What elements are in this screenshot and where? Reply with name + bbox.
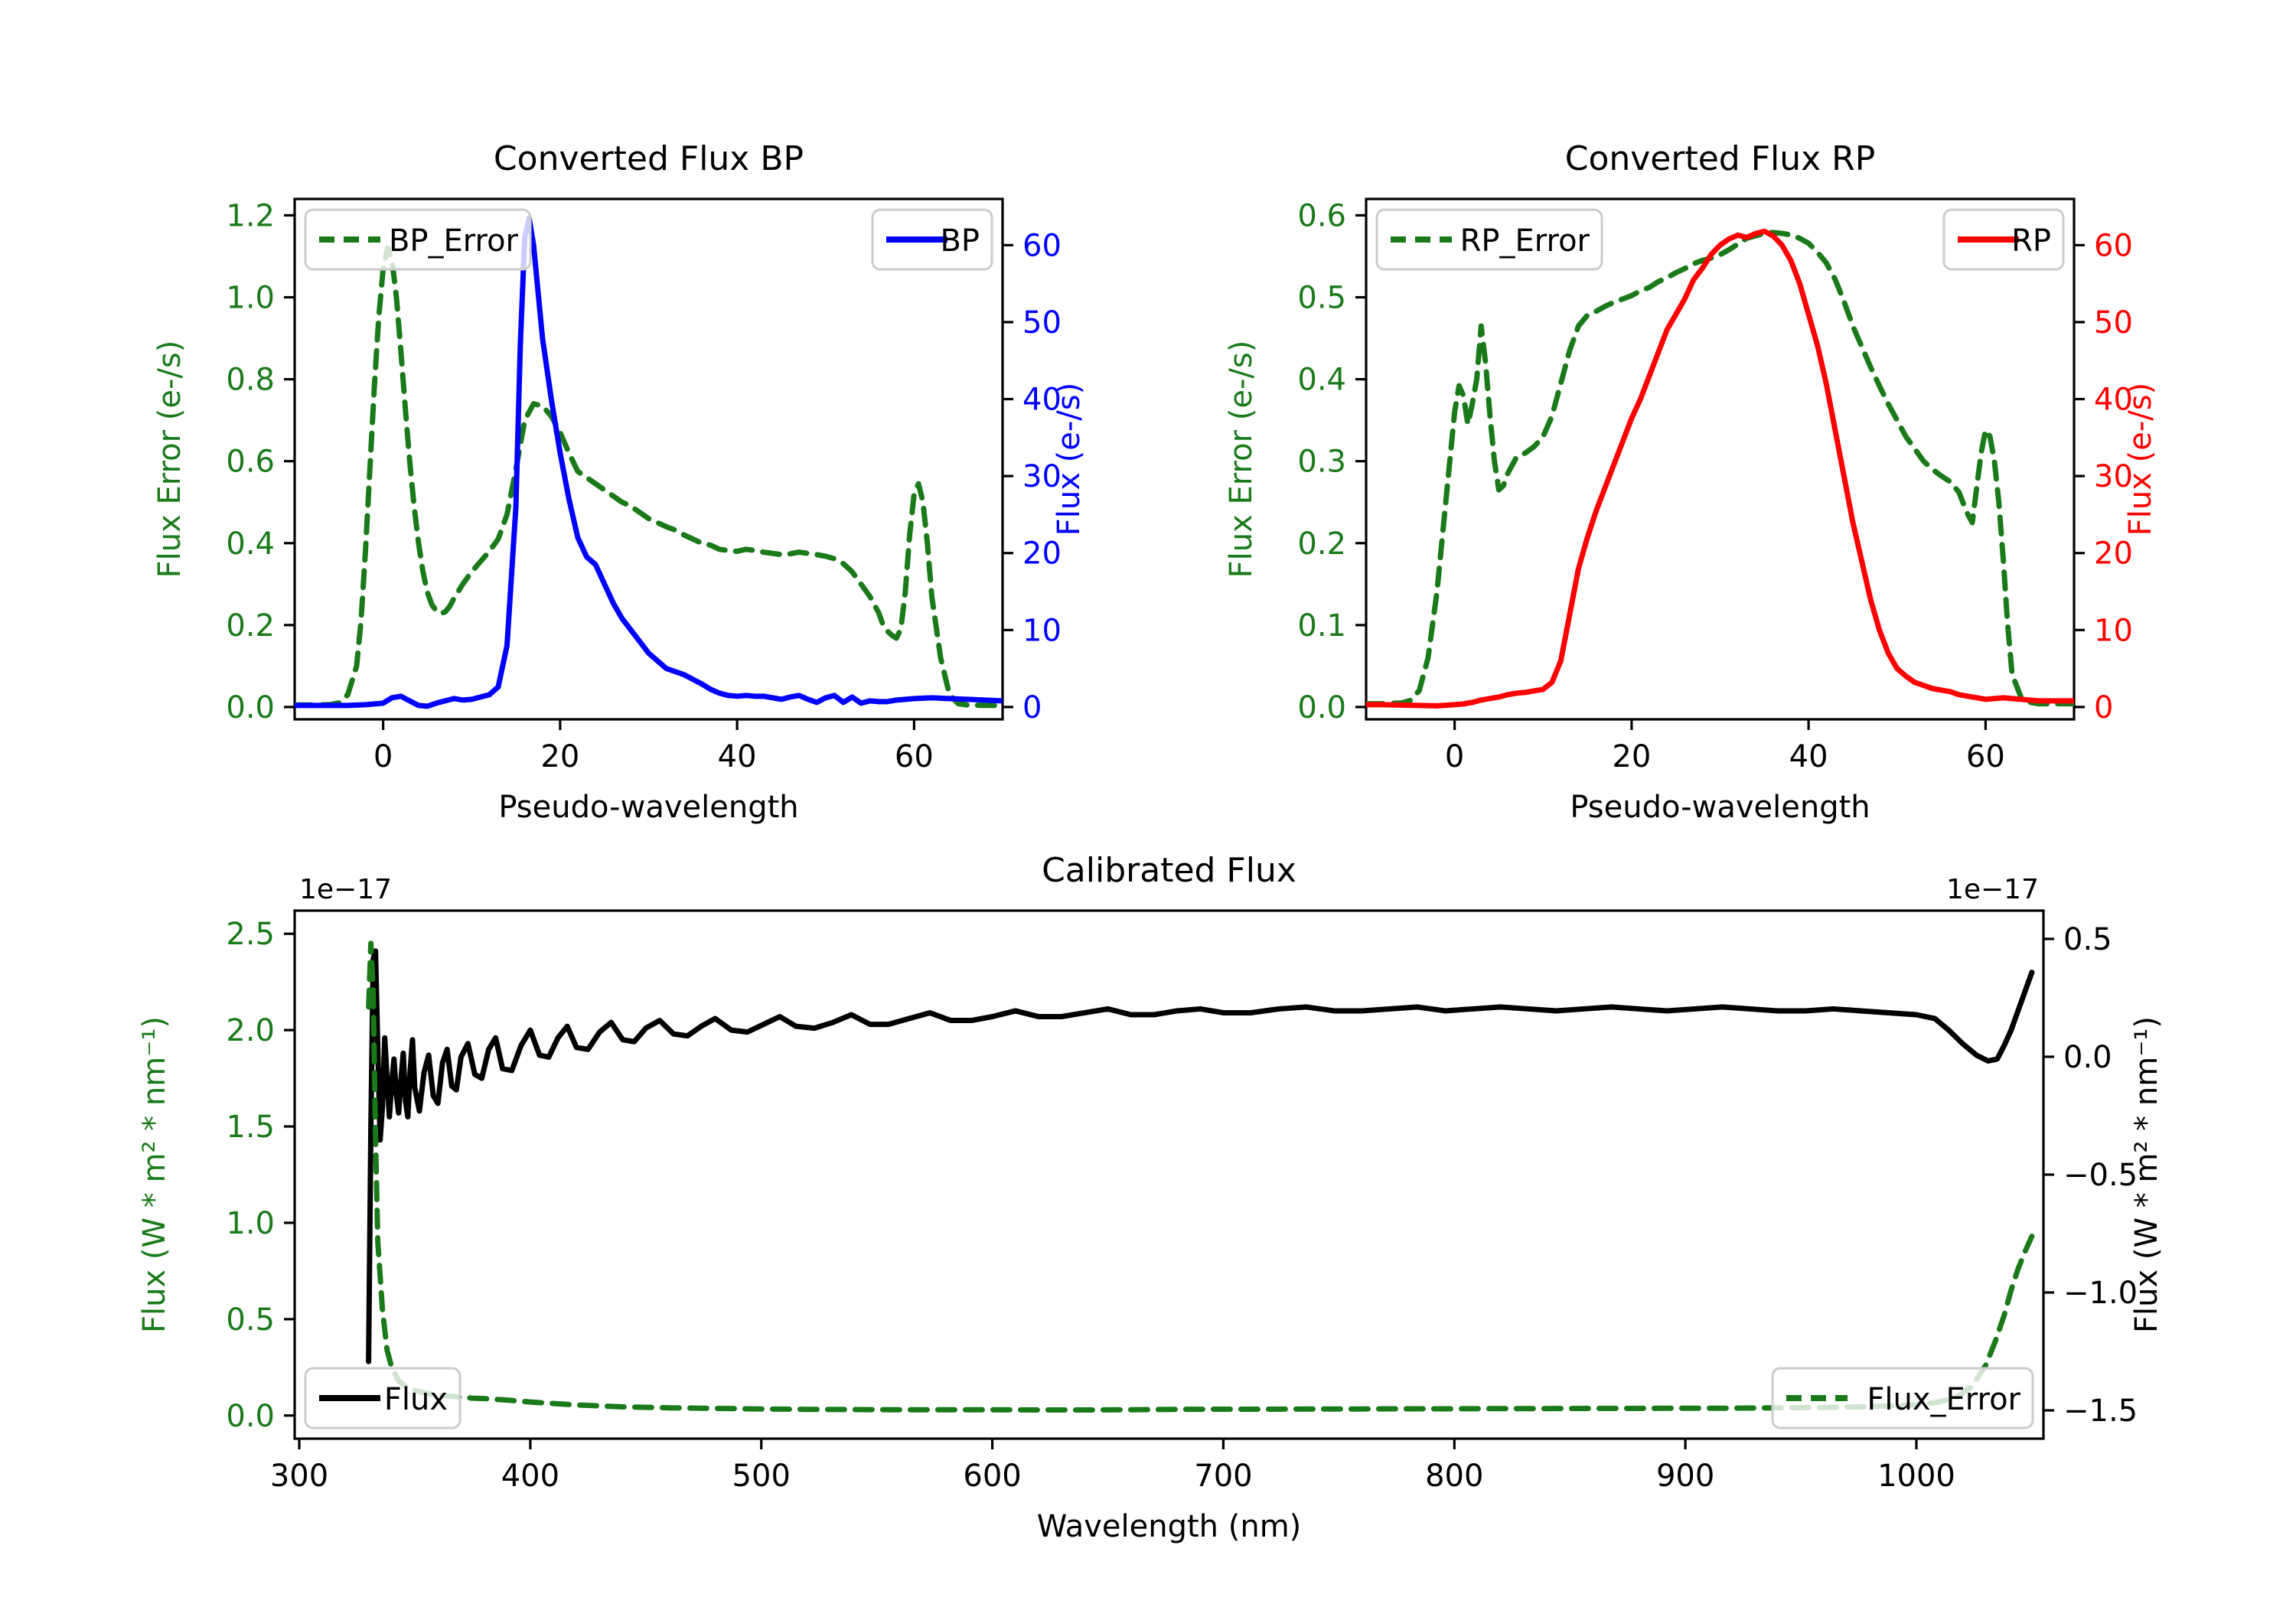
legend-label: Flux_Error [1867,1382,2020,1417]
y-tick-label-right: 0.0 [2063,1040,2112,1075]
y-tick-label-right: −1.0 [2063,1276,2138,1311]
series-line-flux_error [366,940,2035,1413]
y-axis-offset-text-right: 1e−17 [1946,874,2039,905]
x-tick-label: 20 [1612,739,1651,774]
y-tick-label-right: −1.5 [2063,1393,2138,1429]
y-tick-label-right: 30 [2094,459,2133,494]
legend-bp[interactable]: BP [871,208,993,271]
y-axis-label-left: Flux Error (e-/s) [152,341,188,579]
legend-label: Flux [384,1382,448,1417]
x-tick-label: 800 [1425,1459,1483,1494]
x-tick-label: 40 [1789,739,1828,774]
legend-label: RP_Error [1460,223,1590,259]
y-tick-label-left: 2.5 [226,917,275,952]
y-tick-label-right: 20 [1022,536,1062,572]
y-tick-label-left: 0.4 [1297,363,1346,398]
x-tick-label: 60 [895,739,934,774]
legend-label: BP [940,223,980,259]
y-tick-label-right: 50 [1022,305,1062,341]
y-tick-label-left: 0.0 [1297,690,1346,725]
y-tick-label-right: 30 [1022,459,1062,494]
legend-box [304,208,532,271]
y-tick-label-left: 0.2 [1297,526,1346,562]
y-axis-label-right: Flux (e-/s) [2123,383,2158,536]
y-axis-offset-text-left: 1e−17 [299,874,392,905]
y-tick-label-right: 40 [1022,383,1062,418]
x-axis-label: Pseudo-wavelength [498,790,798,825]
legend-label: BP_Error [389,223,519,259]
x-tick-label: 700 [1194,1459,1252,1494]
x-tick-label: 600 [963,1459,1021,1494]
subplot-title: Converted Flux RP [1565,139,1876,178]
y-tick-label-left: 0.5 [226,1302,275,1338]
x-axis-label: Wavelength (nm) [1037,1509,1302,1544]
x-tick-label: 400 [501,1459,559,1494]
x-tick-label: 60 [1966,739,2005,774]
legend-bp_error[interactable]: BP_Error [304,208,532,271]
x-tick-label: 0 [1445,739,1464,774]
y-tick-label-right: 10 [1022,613,1062,648]
y-tick-label-left: 0.6 [226,445,275,480]
y-axis-label-right: Flux (e-/s) [1052,383,1087,536]
y-tick-label-left: 0.8 [226,363,275,398]
series-line-flux [366,948,2035,1364]
series-line-rp [1366,228,2074,709]
legend-rp[interactable]: RP [1942,208,2065,271]
series-line-rp_error [1366,230,2074,707]
y-tick-label-right: 0 [2094,690,2113,725]
y-tick-label-right: 60 [2094,228,2133,263]
y-tick-label-left: 1.0 [226,1206,275,1241]
x-tick-label: 40 [718,739,757,774]
legend-rp_error[interactable]: RP_Error [1375,208,1603,271]
legend-flux_error[interactable]: Flux_Error [1771,1367,2034,1429]
y-tick-label-left: 1.2 [226,198,275,233]
y-tick-label-left: 0.2 [226,608,275,644]
legend-label: RP [2011,223,2051,259]
y-tick-label-right: 20 [2094,536,2133,572]
y-tick-label-right: 0.5 [2063,922,2112,957]
y-tick-label-left: 0.6 [1297,198,1346,233]
y-tick-label-right: 60 [1022,228,1062,263]
y-tick-label-left: 1.5 [226,1110,275,1145]
legend-box [1771,1367,2034,1429]
x-tick-label: 1000 [1877,1459,1955,1494]
y-tick-label-left: 2.0 [226,1013,275,1048]
series-line-bp [295,215,1003,709]
x-tick-label: 500 [732,1459,791,1494]
x-tick-label: 0 [373,739,393,774]
y-tick-label-right: 50 [2094,305,2133,341]
axes-frame [1365,197,2076,721]
y-axis-label-left: Flux Error (e-/s) [1224,341,1259,579]
x-tick-label: 900 [1656,1459,1714,1494]
legend-box [304,1367,461,1429]
y-tick-label-left: 0.0 [226,690,275,725]
subplot-title: Calibrated Flux [1042,851,1296,890]
x-axis-label: Pseudo-wavelength [1570,790,1870,825]
y-tick-label-left: 0.3 [1297,445,1346,480]
x-tick-label: 20 [540,739,579,774]
axes-frame [293,909,2045,1440]
y-tick-label-left: 0.5 [1297,281,1346,316]
axes-frame [293,197,1004,721]
legend-flux[interactable]: Flux [304,1367,461,1429]
y-tick-label-left: 0.1 [1297,608,1346,644]
y-tick-label-left: 0.0 [226,1399,275,1434]
y-tick-label-left: 0.4 [226,526,275,562]
y-tick-label-right: 0 [1022,690,1042,725]
y-tick-label-right: 40 [2094,383,2133,418]
legend-box [1375,208,1603,271]
y-tick-label-right: −0.5 [2063,1158,2138,1193]
series-line-bp_error [295,245,1003,709]
y-tick-label-left: 1.0 [226,281,275,316]
y-tick-label-right: 10 [2094,613,2133,648]
x-tick-label: 300 [270,1459,328,1494]
y-axis-label-left: Flux (W * m² * nm⁻¹) [137,1016,172,1333]
subplot-title: Converted Flux BP [494,139,804,178]
y-axis-label-right: Flux (W * m² * nm⁻¹) [2129,1016,2164,1333]
